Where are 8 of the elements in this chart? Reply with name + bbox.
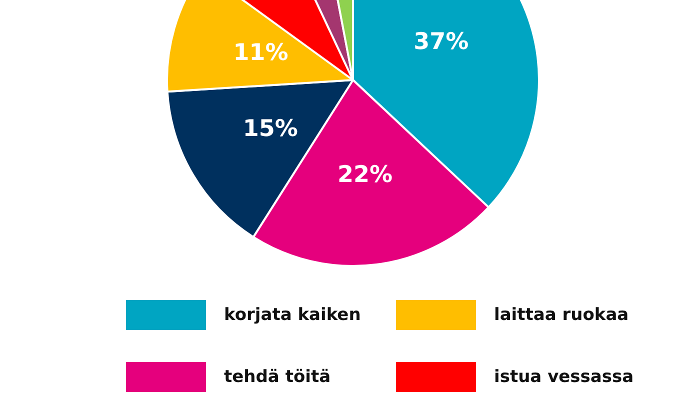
data-label: 15% xyxy=(242,116,298,142)
legend-label: korjata kaiken xyxy=(224,305,361,325)
data-label: 11% xyxy=(233,40,288,66)
data-label: 22% xyxy=(338,162,393,188)
legend-label: istua vessassa xyxy=(494,367,634,387)
legend-label: tehdä töitä xyxy=(224,367,331,387)
legend-label: laittaa ruokaa xyxy=(494,305,629,325)
data-label: 37% xyxy=(414,28,469,55)
